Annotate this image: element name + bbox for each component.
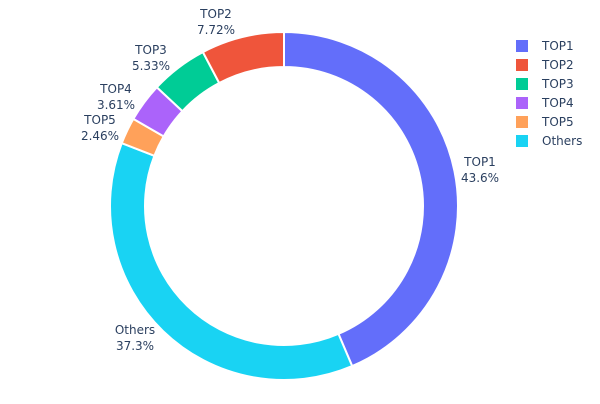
legend-swatch <box>516 78 528 90</box>
slice-label-value: 5.33% <box>132 59 170 73</box>
legend-label: Others <box>542 134 582 148</box>
legend-swatch <box>516 40 528 52</box>
legend-swatch <box>516 97 528 109</box>
slice-top2[interactable] <box>201 30 285 85</box>
slice-label-name: TOP3 <box>134 43 167 57</box>
slice-label-value: 2.46% <box>81 129 119 143</box>
legend-swatch <box>516 135 528 147</box>
slice-label-name: TOP2 <box>199 7 232 21</box>
slice-label-value: 3.61% <box>97 98 135 112</box>
legend-swatch <box>516 116 528 128</box>
slice-label-name: Others <box>115 323 155 337</box>
slice-label-name: TOP4 <box>99 82 132 96</box>
legend-label: TOP2 <box>541 58 574 72</box>
legend-item-top3[interactable]: TOP3 <box>516 77 574 91</box>
legend-label: TOP5 <box>541 115 574 129</box>
slice-label-name: TOP5 <box>83 113 116 127</box>
legend-item-top5[interactable]: TOP5 <box>516 115 574 129</box>
legend-label: TOP1 <box>541 39 574 53</box>
legend: TOP1 TOP2 TOP3 TOP4 TOP5 Others <box>516 39 582 148</box>
legend-item-top2[interactable]: TOP2 <box>516 58 574 72</box>
slice-top1[interactable] <box>283 30 459 368</box>
legend-item-others[interactable]: Others <box>516 134 582 148</box>
legend-item-top1[interactable]: TOP1 <box>516 39 574 53</box>
slice-labels: TOP1 43.6% Others 37.3% TOP5 2.46% TOP4 3.61% TO… <box>81 7 499 353</box>
slice-label-value: 37.3% <box>116 339 154 353</box>
slice-label-value: 7.72% <box>197 23 235 37</box>
legend-label: TOP4 <box>541 96 574 110</box>
legend-label: TOP3 <box>541 77 574 91</box>
legend-swatch <box>516 59 528 71</box>
legend-item-top4[interactable]: TOP4 <box>516 96 574 110</box>
slice-label-value: 43.6% <box>461 171 499 185</box>
slice-label-name: TOP1 <box>463 155 496 169</box>
slices <box>109 30 459 381</box>
